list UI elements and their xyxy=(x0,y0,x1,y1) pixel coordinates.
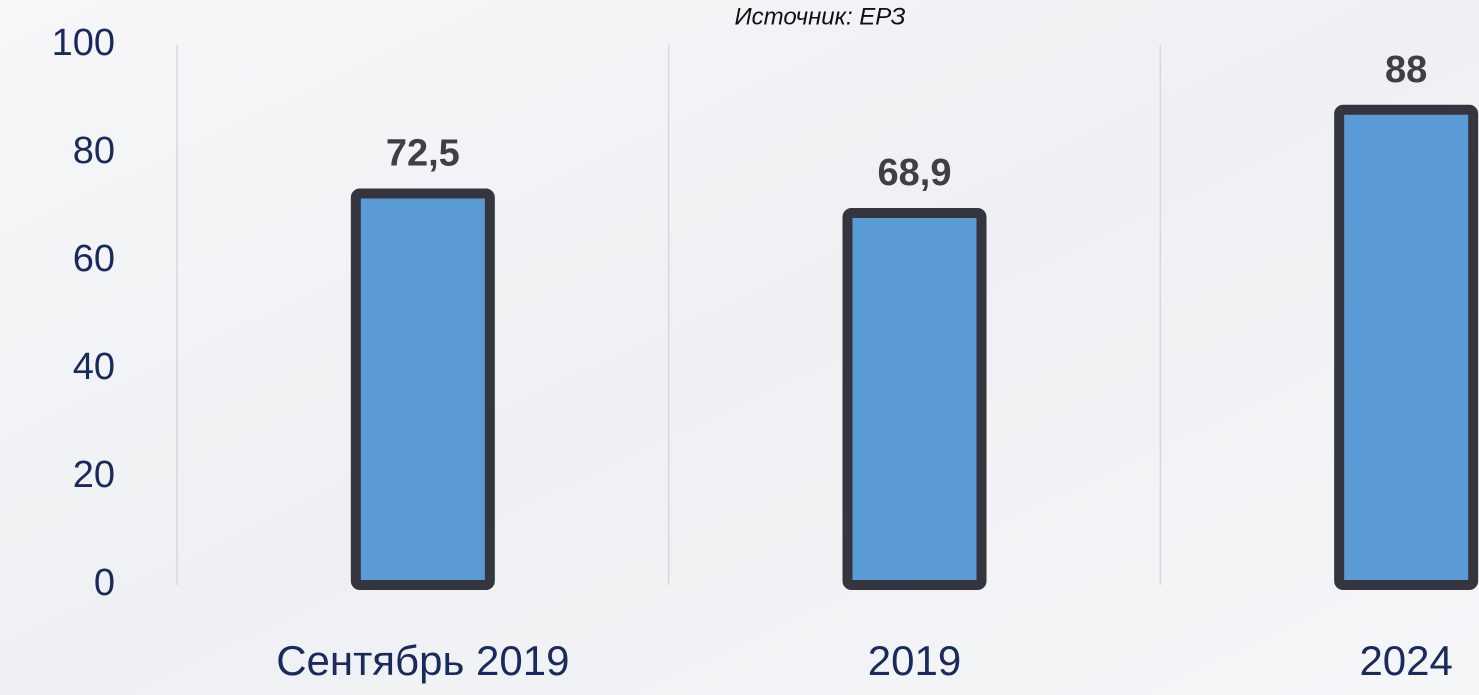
data-label: 88 xyxy=(1385,49,1427,91)
y-tick-label: 40 xyxy=(73,346,115,388)
y-tick-label: 60 xyxy=(73,238,115,280)
source-note: Источник: ЕРЗ xyxy=(734,3,905,30)
y-tick-label: 80 xyxy=(73,130,115,172)
data-label: 68,9 xyxy=(878,152,952,194)
data-label: 72,5 xyxy=(386,133,460,175)
y-tick-label: 0 xyxy=(94,562,115,604)
bar xyxy=(350,188,495,590)
y-tick-label: 20 xyxy=(73,454,115,496)
y-tick-label: 100 xyxy=(52,22,115,64)
x-tick-label: 2024 xyxy=(1359,637,1452,684)
bar xyxy=(842,207,987,590)
x-tick-label: 2019 xyxy=(868,637,961,684)
x-tick-label: Сентябрь 2019 xyxy=(276,637,569,684)
bar xyxy=(1334,104,1479,591)
